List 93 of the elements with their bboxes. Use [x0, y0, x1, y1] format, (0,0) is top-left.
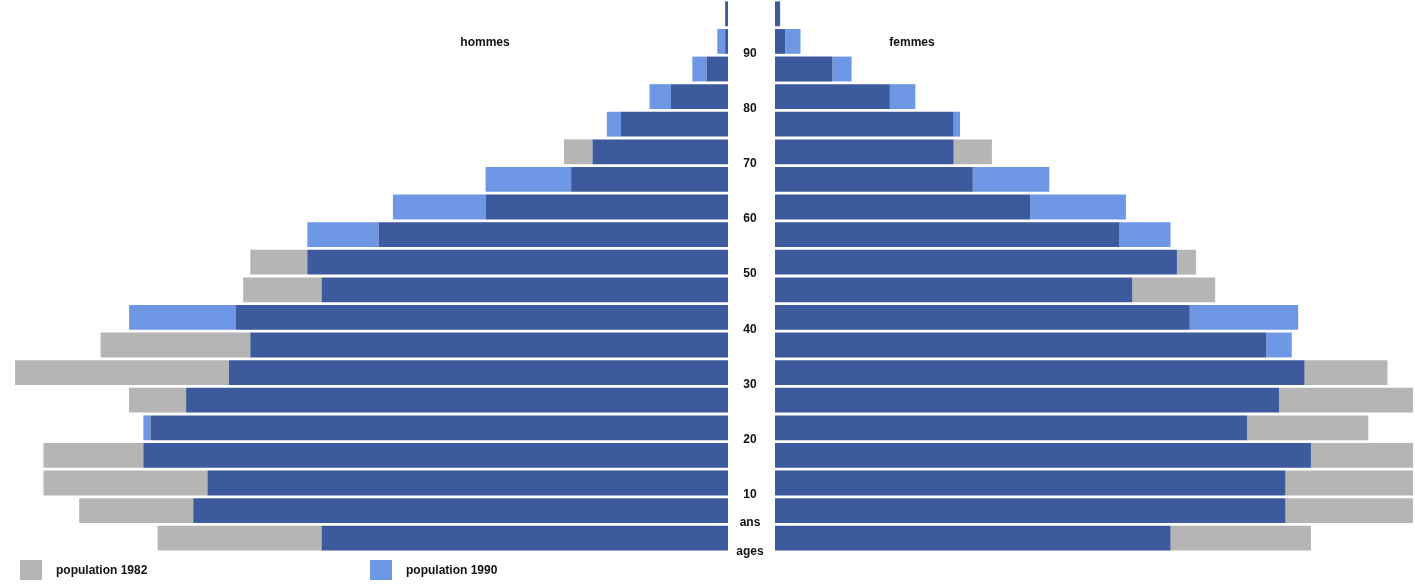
- bar: [692, 56, 707, 82]
- bar: [775, 360, 1305, 386]
- legend-label: population 1982: [56, 563, 148, 577]
- y-tick-label: 20: [743, 431, 757, 446]
- bar: [43, 470, 208, 496]
- bar: [485, 194, 728, 220]
- bar: [953, 139, 992, 165]
- bar: [571, 166, 728, 192]
- bar: [378, 222, 728, 248]
- bar: [775, 1, 781, 27]
- bar: [889, 84, 916, 110]
- bar: [775, 525, 1171, 551]
- y-tick-label: 60: [743, 211, 757, 226]
- bar: [606, 111, 622, 137]
- text: hommes: [460, 35, 510, 50]
- bar: [193, 498, 728, 524]
- bar: [15, 360, 229, 386]
- bar: [592, 139, 728, 165]
- bar: [1189, 304, 1299, 330]
- bar: [706, 56, 728, 82]
- bar: [953, 111, 961, 137]
- bar: [775, 277, 1133, 303]
- bar: [1266, 332, 1292, 358]
- bar: [129, 387, 187, 413]
- bar: [1030, 194, 1126, 220]
- bar: [725, 28, 728, 54]
- bar: [775, 56, 833, 82]
- bar: [1285, 470, 1413, 496]
- bar: [321, 277, 728, 303]
- bar: [43, 442, 144, 468]
- bar: [717, 28, 726, 54]
- bar: [100, 332, 251, 358]
- bar: [972, 166, 1050, 192]
- bar: [670, 84, 728, 110]
- y-tick-label: ages: [736, 544, 764, 559]
- bar: [775, 415, 1248, 441]
- bar: [775, 84, 890, 110]
- bar: [1304, 360, 1388, 386]
- bar: [775, 28, 786, 54]
- bar: [775, 166, 973, 192]
- bar: [157, 525, 322, 551]
- bar: [143, 415, 151, 441]
- bar: [621, 111, 728, 137]
- bar: [1176, 249, 1197, 275]
- bar: [207, 470, 728, 496]
- bar: [1310, 442, 1413, 468]
- bar: [129, 304, 237, 330]
- bar: [143, 442, 728, 468]
- bar: [785, 28, 801, 54]
- y-tick-label: 40: [743, 321, 757, 336]
- y-tick-label: 80: [743, 100, 757, 115]
- bar: [236, 304, 728, 330]
- bar: [775, 304, 1190, 330]
- y-tick-label: 50: [743, 266, 757, 281]
- bar: [485, 166, 572, 192]
- legend-label: population 1990: [406, 563, 498, 577]
- bar: [250, 332, 728, 358]
- bar: [775, 194, 1031, 220]
- bar: [1285, 498, 1413, 524]
- bar: [1119, 222, 1171, 248]
- bar: [243, 277, 322, 303]
- y-tick-label: 90: [743, 45, 757, 60]
- bar: [186, 387, 728, 413]
- bar: [1170, 525, 1311, 551]
- bar: [321, 525, 728, 551]
- bar: [1279, 387, 1413, 413]
- bar: [775, 442, 1311, 468]
- y-tick-label: 70: [743, 155, 757, 170]
- bar: [649, 84, 671, 110]
- bar: [775, 139, 954, 165]
- y-tick-label: 10: [743, 487, 757, 502]
- bar: [775, 498, 1286, 524]
- bar: [79, 498, 194, 524]
- bar: [1132, 277, 1216, 303]
- bar: [775, 222, 1120, 248]
- bar: [725, 1, 728, 27]
- bar: [775, 111, 954, 137]
- bar: [775, 470, 1286, 496]
- bar: [775, 332, 1267, 358]
- bar: [775, 249, 1177, 275]
- bar: [775, 387, 1280, 413]
- bar: [250, 249, 308, 275]
- bar: [1247, 415, 1369, 441]
- bar: [150, 415, 728, 441]
- bar: [307, 249, 728, 275]
- y-tick-label: 30: [743, 376, 757, 391]
- bar: [228, 360, 728, 386]
- bar: [392, 194, 486, 220]
- text: femmes: [889, 35, 935, 50]
- bar: [307, 222, 379, 248]
- bar: [832, 56, 852, 82]
- bar: [564, 139, 593, 165]
- y-tick-label: ans: [739, 514, 761, 529]
